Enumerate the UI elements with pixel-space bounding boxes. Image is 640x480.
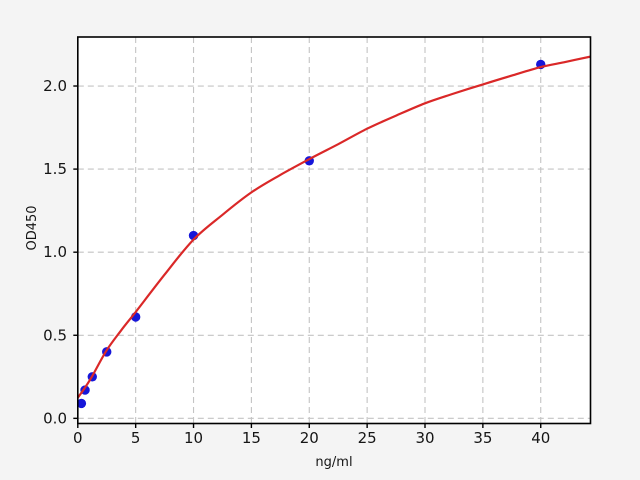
x-tick-label: 35 — [473, 429, 492, 447]
data-point — [77, 398, 87, 409]
fitted-curve — [77, 55, 591, 399]
x-axis-title: ng/ml — [315, 455, 352, 470]
y-tick-label: 2.0 — [43, 77, 67, 95]
x-tick-label: 10 — [184, 429, 203, 447]
y-tick-label: 0.0 — [43, 409, 67, 427]
plot-border — [77, 36, 592, 425]
data-layer — [77, 55, 591, 409]
x-tick-label: 0 — [73, 429, 83, 447]
y-axis-title: OD450 — [25, 205, 40, 250]
y-tick-label: 1.0 — [43, 243, 67, 261]
grid-layer — [77, 37, 591, 424]
x-tick-label: 15 — [242, 429, 261, 447]
y-tick-label: 1.5 — [43, 160, 67, 178]
tick-layer — [73, 85, 542, 428]
x-tick-label: 5 — [131, 429, 141, 447]
x-tick-label: 40 — [531, 429, 550, 447]
x-tick-label: 30 — [415, 429, 434, 447]
tick-label-layer: 0 5 10 15 20 25 30 35 40 0.0 0.5 1.0 1.5 2.0 — [43, 77, 550, 447]
y-tick-label: 0.5 — [43, 326, 67, 344]
plot-area — [77, 37, 591, 424]
x-tick-label: 25 — [358, 429, 377, 447]
x-tick-label: 20 — [300, 429, 319, 447]
spine-layer — [77, 36, 592, 425]
